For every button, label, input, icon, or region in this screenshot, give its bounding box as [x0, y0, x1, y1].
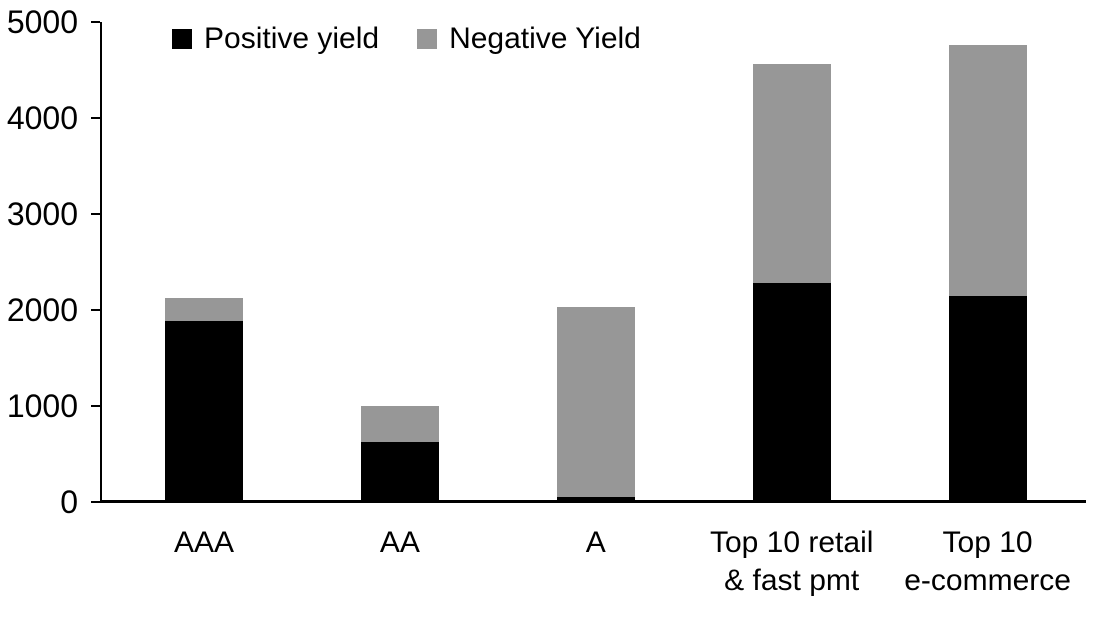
x-axis-category-label: AAA [173, 526, 235, 559]
y-tick-label: 1000 [6, 388, 78, 424]
legend-swatch-icon [417, 29, 438, 49]
y-tick-mark [91, 309, 100, 311]
bar-segment [752, 283, 831, 502]
bar-segment [360, 442, 439, 502]
bar-segment [948, 45, 1027, 296]
y-tick-mark [91, 117, 100, 119]
bar-segment [948, 295, 1027, 502]
bar-segment [165, 297, 243, 321]
bar-segment [752, 64, 831, 284]
legend-item: Positive yield [172, 22, 379, 56]
y-tick-mark [91, 213, 100, 215]
y-axis [100, 22, 102, 503]
bar-segment [360, 406, 439, 443]
x-axis-category-label: Top 10 e-commerce [904, 526, 1071, 597]
x-axis-category-label: AA [379, 526, 420, 559]
legend-item: Negative Yield [417, 22, 641, 56]
y-tick-mark [91, 21, 100, 23]
bar-segment [165, 320, 243, 502]
legend-swatch-icon [172, 29, 192, 49]
bar-segment [556, 307, 635, 498]
legend-label: Positive yield [204, 22, 380, 55]
y-tick-mark [91, 405, 100, 407]
x-axis-category-label: Top 10 retail & fast pmt [709, 526, 874, 597]
y-tick-label: 5000 [6, 4, 78, 40]
y-tick-label: 3000 [6, 196, 78, 232]
x-axis-category-label: A [585, 526, 606, 559]
y-tick-label: 0 [60, 484, 78, 520]
x-axis [100, 500, 1086, 503]
y-tick-mark [91, 501, 100, 503]
y-tick-label: 4000 [6, 100, 78, 136]
y-tick-label: 2000 [6, 292, 78, 328]
chart-legend: Positive yield Negative Yield [172, 22, 641, 56]
bar-segment [556, 497, 635, 502]
legend-label: Negative Yield [449, 22, 641, 55]
